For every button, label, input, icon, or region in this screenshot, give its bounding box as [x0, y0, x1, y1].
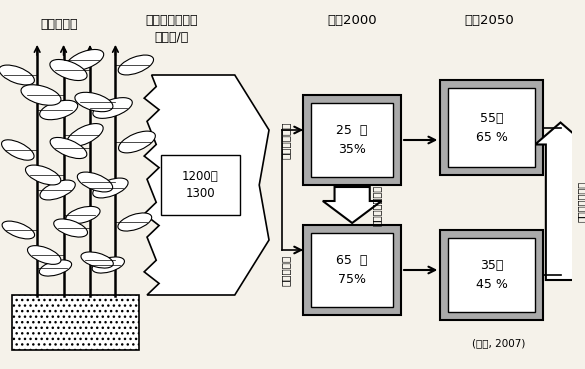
- Ellipse shape: [50, 138, 87, 159]
- Text: 35－
45 %: 35－ 45 %: [476, 259, 507, 291]
- Ellipse shape: [118, 213, 152, 231]
- Bar: [311, 233, 393, 307]
- Polygon shape: [323, 187, 381, 223]
- Ellipse shape: [0, 65, 35, 85]
- Ellipse shape: [93, 98, 132, 118]
- Ellipse shape: [93, 178, 128, 198]
- Ellipse shape: [39, 260, 71, 276]
- Bar: [303, 95, 401, 185]
- Ellipse shape: [54, 219, 88, 237]
- Bar: [440, 80, 543, 175]
- Bar: [448, 238, 535, 312]
- Text: 人類・家畜群: 人類・家畜群: [281, 121, 291, 159]
- Text: 55－
65 %: 55－ 65 %: [476, 111, 507, 144]
- Ellipse shape: [66, 206, 100, 224]
- Bar: [12, 295, 139, 350]
- Text: 全純１次生産量
億トン/年: 全純１次生産量 億トン/年: [145, 14, 197, 44]
- Ellipse shape: [67, 124, 103, 146]
- Ellipse shape: [21, 85, 61, 105]
- Ellipse shape: [2, 140, 34, 160]
- Ellipse shape: [40, 180, 75, 200]
- Polygon shape: [535, 123, 585, 280]
- Text: 陸上植生群: 陸上植生群: [40, 18, 77, 31]
- Ellipse shape: [50, 59, 87, 80]
- Bar: [448, 88, 535, 167]
- Text: 25  －
35%: 25 － 35%: [336, 124, 368, 156]
- Text: バイオマス小道: バイオマス小道: [371, 184, 381, 225]
- Text: 野生生物群: 野生生物群: [281, 254, 291, 286]
- Ellipse shape: [92, 257, 125, 273]
- Ellipse shape: [67, 49, 104, 70]
- Polygon shape: [144, 75, 269, 295]
- Bar: [161, 155, 240, 215]
- Text: 65  －
75%: 65 － 75%: [336, 254, 368, 286]
- Text: (内嶋, 2007): (内嶋, 2007): [472, 338, 525, 348]
- Ellipse shape: [119, 131, 156, 153]
- Ellipse shape: [75, 92, 113, 112]
- Ellipse shape: [26, 165, 61, 185]
- Ellipse shape: [2, 221, 35, 239]
- Text: 西暦2000: 西暦2000: [328, 14, 377, 27]
- Ellipse shape: [81, 252, 113, 268]
- Ellipse shape: [27, 246, 61, 264]
- Ellipse shape: [77, 172, 113, 192]
- Bar: [303, 225, 401, 315]
- Bar: [311, 103, 393, 177]
- Bar: [440, 230, 543, 320]
- Ellipse shape: [40, 100, 78, 120]
- Text: 1200－
1300: 1200－ 1300: [182, 170, 219, 200]
- Text: 西暦2050: 西暦2050: [464, 14, 514, 27]
- Text: バイオマス燃料: バイオマス燃料: [577, 181, 585, 222]
- Ellipse shape: [118, 55, 153, 75]
